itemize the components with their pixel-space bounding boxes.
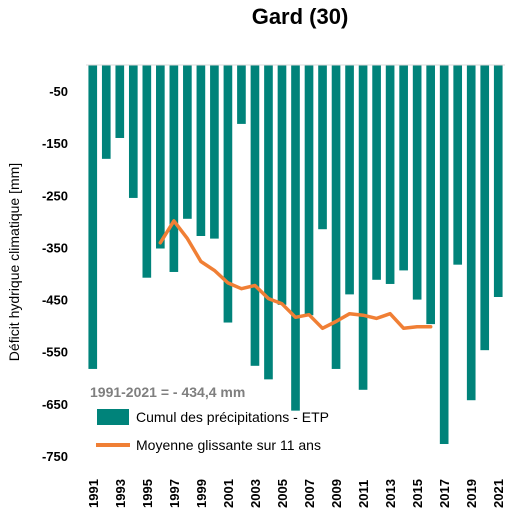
- x-tick-label: 2007: [302, 479, 317, 508]
- x-tick-label: 2013: [383, 479, 398, 508]
- x-tick-label: 1995: [140, 479, 155, 508]
- annotation-mean: 1991-2021 = - 434,4 mm: [90, 384, 245, 400]
- y-tick-label: -750: [42, 449, 68, 464]
- bar: [223, 65, 233, 323]
- bar: [115, 65, 125, 138]
- bar: [372, 65, 381, 280]
- bar: [453, 65, 463, 265]
- x-tick-label: 2011: [356, 480, 371, 508]
- y-axis-label: Déficit hydrique climatique [mm]: [6, 163, 22, 361]
- bar: [88, 65, 98, 369]
- bar: [101, 65, 111, 159]
- bar: [277, 65, 287, 305]
- y-tick-label: -450: [42, 293, 68, 308]
- x-tick-label: 1991: [86, 479, 101, 508]
- bar: [466, 65, 476, 401]
- bar: [237, 65, 246, 124]
- legend-bar-swatch: [97, 409, 129, 425]
- bar: [358, 65, 368, 390]
- chart-title: Gard (30): [252, 4, 349, 29]
- y-tick-label: -650: [42, 397, 68, 412]
- x-tick-label: 2015: [410, 479, 425, 508]
- legend-line-label: Moyenne glissante sur 11 ans: [136, 437, 321, 453]
- x-tick-label: 2017: [437, 479, 452, 508]
- y-tick-label: -150: [42, 136, 68, 151]
- bar: [493, 65, 503, 297]
- x-tick-label: 1999: [194, 479, 209, 508]
- x-tick-label: 2005: [275, 479, 290, 508]
- bar: [196, 65, 206, 236]
- x-tick-label: 2019: [464, 479, 479, 508]
- bar: [128, 65, 138, 198]
- bar: [331, 65, 341, 369]
- bar: [426, 65, 435, 325]
- bar: [183, 65, 192, 219]
- moving-average-series: [158, 219, 433, 331]
- bar: [412, 65, 422, 300]
- bar: [480, 65, 490, 351]
- bar: [385, 65, 395, 284]
- bar: [345, 65, 354, 295]
- x-tick-label: 1993: [113, 479, 128, 508]
- y-tick-labels: -50 -150 -250 -350 -450 -550 -650 -750: [42, 84, 68, 464]
- x-tick-label: 2009: [329, 479, 344, 508]
- bar: [142, 65, 152, 278]
- x-tick-label: 2003: [248, 479, 263, 508]
- bar: [439, 65, 449, 445]
- y-tick-label: -550: [42, 345, 68, 360]
- bar: [291, 65, 300, 411]
- bar: [264, 65, 273, 380]
- x-tick-label: 2001: [221, 479, 236, 508]
- bar: [210, 65, 219, 239]
- y-tick-label: -50: [49, 84, 68, 99]
- bar: [169, 65, 179, 272]
- bar: [304, 65, 314, 316]
- y-tick-label: -250: [42, 188, 68, 203]
- bar: [318, 65, 327, 230]
- x-tick-label: 1997: [167, 479, 182, 508]
- x-tick-labels: 1991 1993 1995 1997 1999 2001 2003 2005 2007 2009…: [86, 479, 506, 508]
- y-tick-label: -350: [42, 240, 68, 255]
- x-tick-label: 2021: [491, 479, 506, 508]
- bars: [88, 65, 503, 445]
- y-axis-label-group: Déficit hydrique climatique [mm]: [6, 163, 22, 361]
- legend-bar-label: Cumul des précipitations - ETP: [136, 409, 329, 425]
- legend: Cumul des précipitations - ETP Moyenne g…: [96, 409, 329, 453]
- bar: [250, 65, 260, 366]
- bar: [156, 65, 165, 249]
- bar: [399, 65, 408, 271]
